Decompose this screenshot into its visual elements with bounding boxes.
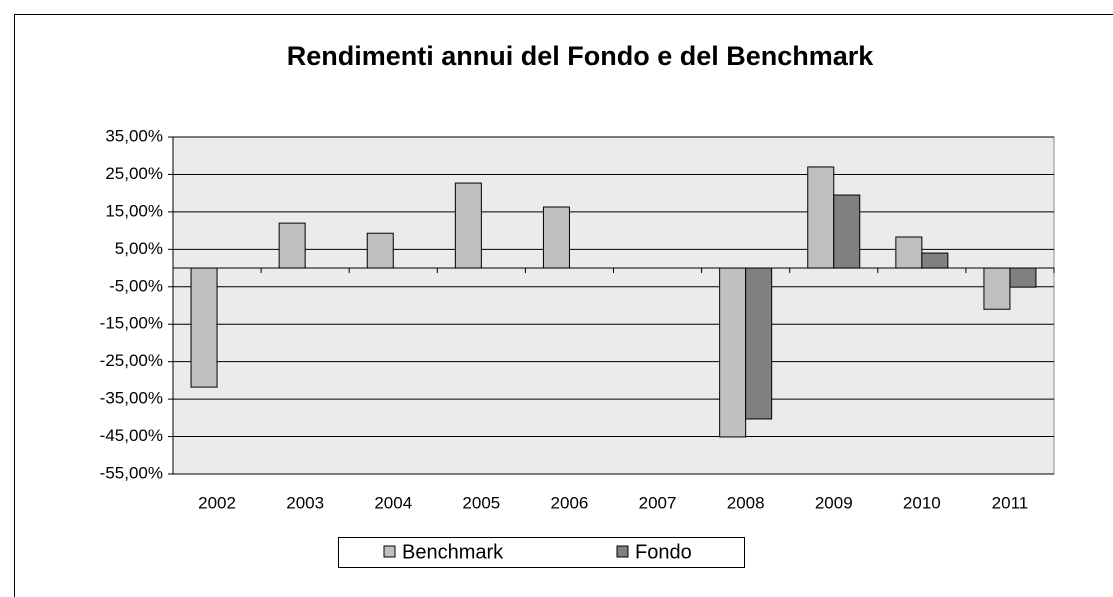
bar (190, 267, 218, 388)
bar (745, 267, 773, 420)
x-tick-label: 2004 (374, 493, 412, 512)
x-tick-label: 2005 (462, 493, 500, 512)
bar (278, 222, 306, 269)
legend-swatch (616, 545, 629, 558)
x-tick-label: 2010 (903, 493, 941, 512)
y-tick-label: -55,00% (100, 463, 163, 482)
y-tick-label: -25,00% (100, 351, 163, 370)
bar (921, 252, 949, 269)
x-tick-label: 2011 (992, 493, 1029, 512)
y-tick-label: 25,00% (105, 164, 163, 183)
y-tick-label: 15,00% (105, 201, 163, 220)
legend-label: Benchmark (402, 541, 504, 563)
bar (983, 267, 1011, 310)
x-tick-label: 2009 (815, 493, 853, 512)
bar (454, 182, 482, 269)
x-tick-label: 2006 (551, 493, 589, 512)
bar (807, 166, 835, 269)
x-tick-label: 2002 (198, 493, 236, 512)
bar (895, 236, 923, 269)
y-tick-label: 5,00% (115, 239, 163, 258)
x-tick-label: 2003 (286, 493, 324, 512)
legend-swatch (383, 545, 396, 558)
x-tick-label: 2007 (639, 493, 677, 512)
legend-label: Fondo (635, 541, 692, 563)
y-tick-label: -15,00% (100, 314, 163, 333)
x-tick-label: 2008 (727, 493, 765, 512)
bar (1009, 267, 1037, 288)
bar (719, 267, 747, 438)
bar (366, 232, 394, 269)
legend-box (338, 537, 745, 568)
y-tick-label: 35,00% (105, 126, 163, 145)
y-tick-label: -5,00% (109, 276, 163, 295)
bar (833, 194, 861, 269)
chart-title: Rendimenti annui del Fondo e del Benchma… (287, 41, 875, 71)
y-tick-label: -35,00% (100, 389, 163, 408)
y-tick-label: -45,00% (100, 426, 163, 445)
bar (542, 206, 570, 269)
plot-area (172, 136, 1055, 475)
